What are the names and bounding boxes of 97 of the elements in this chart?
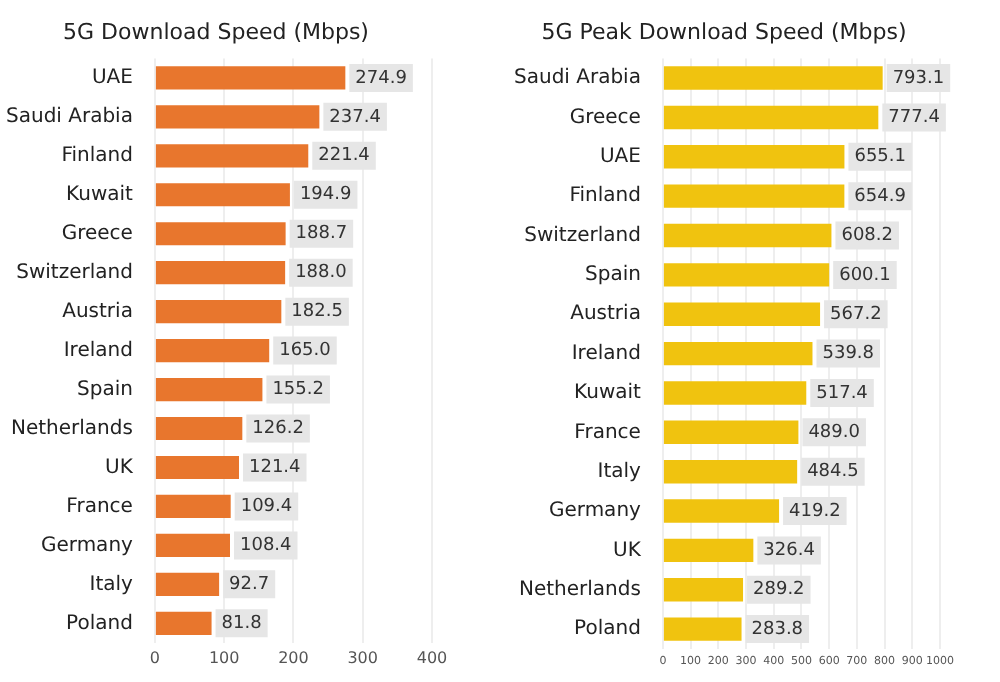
data-label: 126.2	[252, 419, 304, 440]
bar	[155, 144, 309, 168]
data-label: 419.2	[789, 501, 841, 522]
bar	[663, 381, 807, 405]
bar	[155, 222, 286, 246]
data-label: 109.4	[240, 497, 293, 518]
bar	[663, 578, 744, 602]
y-tick-label: Austria	[570, 303, 641, 326]
x-tick-label: 200	[278, 648, 309, 667]
data-label: 221.4	[318, 146, 371, 167]
y-tick-label: Netherlands	[518, 578, 641, 601]
y-tick-label: France	[574, 421, 641, 444]
y-tick-label: Poland	[574, 618, 641, 641]
y-tick-label: UAE	[91, 67, 133, 90]
bar	[155, 339, 270, 363]
y-tick-label: Germany	[40, 534, 134, 557]
x-tick-label: 100	[208, 648, 240, 667]
y-tick-label: Finland	[569, 185, 641, 208]
y-tick-label: Kuwait	[66, 183, 134, 206]
y-tick-label: Saudi Arabia	[514, 67, 641, 90]
bar	[155, 494, 231, 519]
data-label: 655.1	[854, 147, 906, 168]
data-label: 489.0	[808, 423, 861, 444]
data-label: 165.0	[279, 341, 332, 362]
data-label: 326.4	[763, 541, 816, 562]
x-tick-label: 400	[416, 648, 448, 667]
bar	[155, 183, 290, 207]
bar	[663, 420, 799, 445]
y-tick-label: Kuwait	[574, 382, 642, 405]
data-label: 237.4	[329, 107, 382, 128]
data-label: 92.7	[229, 575, 270, 596]
bar	[663, 184, 845, 208]
y-tick-label: Greece	[61, 222, 133, 245]
y-tick-label: Italy	[597, 460, 642, 483]
data-label: 793.1	[892, 68, 945, 89]
y-tick-label: Greece	[569, 106, 641, 129]
data-label: 608.2	[841, 226, 893, 247]
y-tick-label: Spain	[585, 264, 641, 287]
data-label: 289.2	[753, 580, 805, 601]
bar	[155, 572, 220, 596]
data-label: 600.1	[839, 265, 891, 286]
bar	[663, 538, 754, 563]
y-tick-label: Switzerland	[524, 224, 641, 247]
y-tick-label: Poland	[66, 612, 133, 635]
y-tick-label: UK	[613, 539, 642, 562]
x-tick-label: 300	[347, 648, 379, 667]
data-label: 777.4	[888, 108, 941, 129]
y-tick-label: Finland	[61, 144, 133, 167]
bar	[155, 455, 239, 480]
y-tick-label: Switzerland	[16, 261, 133, 284]
data-label: 188.0	[295, 263, 348, 284]
data-label: 81.8	[221, 614, 263, 635]
y-tick-label: Ireland	[571, 342, 641, 365]
y-tick-label: Austria	[62, 300, 133, 323]
bar	[663, 617, 742, 641]
bar	[155, 300, 282, 324]
y-tick-label: Netherlands	[10, 417, 133, 440]
bar	[663, 499, 780, 523]
y-tick-label: Italy	[89, 573, 134, 596]
data-label: 484.5	[807, 462, 859, 483]
bar	[663, 302, 821, 326]
y-tick-label: Spain	[77, 378, 133, 401]
bar	[155, 611, 212, 635]
bar	[663, 341, 813, 366]
bar	[155, 105, 320, 129]
chart-title: 5G Peak Download Speed (Mbps)	[541, 18, 907, 45]
bar	[663, 145, 845, 169]
data-label: 188.7	[295, 224, 348, 245]
y-tick-label: Germany	[548, 500, 642, 523]
data-label: 182.5	[291, 302, 343, 323]
data-label: 517.4	[816, 383, 869, 404]
y-tick-label: Ireland	[63, 339, 133, 362]
bar	[155, 66, 346, 90]
data-label: 108.4	[240, 536, 293, 557]
bar	[663, 223, 832, 248]
bar	[663, 263, 830, 287]
x-tick-label: 0	[149, 648, 160, 667]
y-tick-label: UK	[105, 456, 134, 479]
y-tick-label: UAE	[599, 145, 641, 168]
data-label: 654.9	[854, 186, 907, 207]
bar	[663, 105, 879, 130]
y-tick-label: France	[66, 495, 133, 518]
chart-title: 5G Download Speed (Mbps)	[63, 18, 369, 45]
bar	[663, 66, 883, 90]
bar	[155, 533, 230, 557]
data-label: 539.8	[822, 344, 875, 365]
data-label: 283.8	[751, 619, 804, 640]
data-label: 194.9	[299, 185, 352, 206]
bar	[663, 459, 798, 484]
data-label: 155.2	[272, 380, 324, 401]
data-label: 121.4	[249, 458, 302, 479]
y-tick-label: Saudi Arabia	[6, 106, 133, 129]
data-label: 274.9	[355, 68, 408, 89]
bar	[155, 261, 286, 285]
bar	[155, 416, 243, 441]
data-label: 567.2	[830, 304, 882, 325]
bar	[155, 377, 263, 402]
